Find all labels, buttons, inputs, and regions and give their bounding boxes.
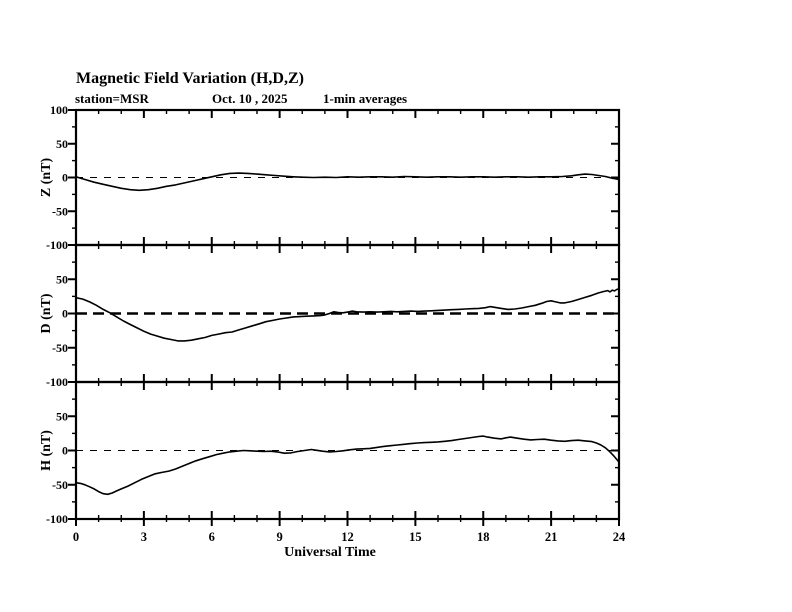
x-tick-label: 15 [409, 530, 422, 544]
cadence-label: 1-min averages [323, 91, 408, 106]
x-tick-label: 21 [545, 530, 558, 544]
h-axis-title: H (nT) [39, 430, 54, 471]
z-curve [75, 172, 620, 192]
x-tick-label: 0 [73, 530, 79, 544]
d-curve [75, 287, 620, 342]
h-ytick-label: -100 [46, 512, 68, 526]
d-ytick-label: 50 [56, 272, 68, 286]
d-axis-title: D (nT) [39, 293, 54, 333]
z-ytick-label: 0 [62, 171, 68, 185]
z-axis-title: Z (nT) [39, 158, 54, 198]
x-axis-title: Universal Time [284, 545, 376, 560]
d-ytick-label: -100 [46, 375, 68, 389]
station-label: station=MSR [75, 91, 149, 106]
h-ytick-label: -50 [52, 478, 68, 492]
h-ytick-label: 50 [56, 409, 68, 423]
x-tick-label: 24 [613, 530, 626, 544]
h-curve [75, 435, 620, 496]
chart-title: Magnetic Field Variation (H,D,Z) [76, 70, 304, 87]
z-ytick-label: 100 [50, 103, 68, 117]
h-ytick-label: 0 [62, 444, 68, 458]
d-ytick-label: 0 [62, 307, 68, 321]
x-tick-label: 3 [141, 530, 147, 544]
x-tick-label: 6 [209, 530, 215, 544]
z-ytick-label: -100 [46, 238, 68, 252]
x-tick-label: 9 [277, 530, 283, 544]
z-ytick-label: -50 [52, 204, 68, 218]
x-tick-label: 12 [341, 530, 354, 544]
date-label: Oct. 10 , 2025 [212, 91, 288, 106]
d-ytick-label: -50 [52, 341, 68, 355]
x-tick-label: 18 [477, 530, 490, 544]
z-ytick-label: 50 [56, 137, 68, 151]
